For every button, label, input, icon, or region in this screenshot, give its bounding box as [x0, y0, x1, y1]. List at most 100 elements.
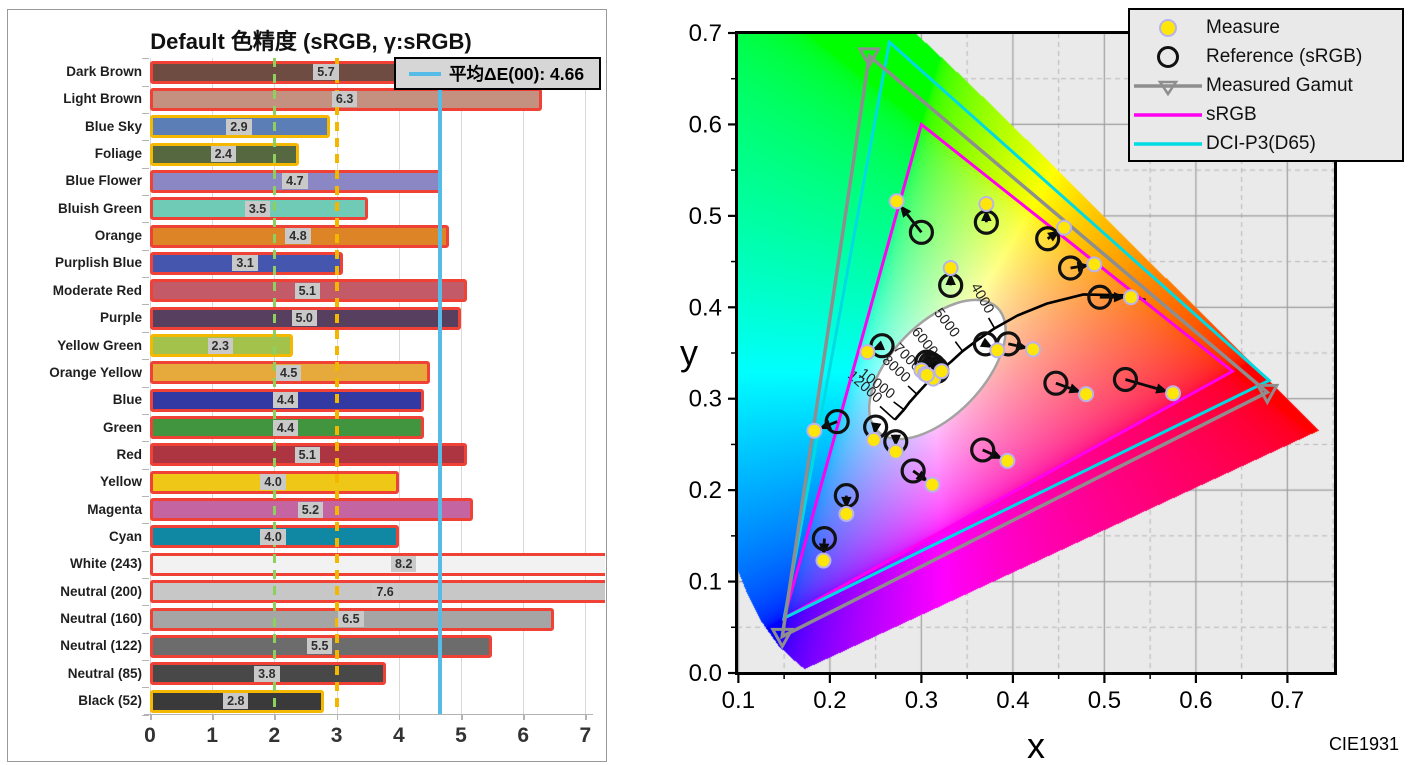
category-axis-tick	[142, 495, 149, 497]
x-tick-label: 0.1	[722, 687, 755, 714]
y-tick-label: 0.4	[689, 294, 722, 321]
category-label: Cyan	[108, 528, 142, 544]
bar-value-label: 2.9	[226, 118, 252, 135]
category-axis-tick	[142, 58, 149, 60]
category-axis-tick	[142, 441, 149, 443]
category-axis-tick	[142, 468, 149, 470]
category-axis-tick	[142, 413, 149, 415]
category-label: Blue Sky	[84, 118, 142, 134]
bar-value-label: 8.2	[391, 556, 417, 573]
x-gridline	[150, 58, 151, 714]
bar-value-label: 5.1	[294, 446, 320, 463]
bar-value-label: 4.8	[285, 228, 311, 245]
category-label: Orange	[94, 228, 142, 244]
cie-standard-label: CIE1931	[1328, 734, 1399, 754]
x-tick-label: 0	[144, 724, 156, 747]
legend-item: Measure	[1130, 13, 1402, 42]
category-axis-tick	[142, 687, 149, 689]
x-axis-tick	[398, 714, 401, 720]
category-label: Neutral (160)	[60, 611, 142, 626]
x-tick-label: 2	[268, 724, 281, 747]
y-tick-label: 0.1	[689, 569, 722, 596]
category-label: Black (52)	[78, 693, 142, 709]
measure-dot-icon	[1130, 15, 1206, 41]
bar-value-label: 6.5	[338, 611, 364, 627]
srgb-line-icon	[1130, 102, 1206, 128]
legend-item-label: sRGB	[1206, 103, 1257, 125]
category-label: Red	[116, 446, 142, 462]
gamut-line-icon	[1130, 73, 1206, 99]
bar-value-label: 5.1	[294, 282, 320, 299]
category-axis-tick	[142, 714, 149, 716]
threshold-line	[272, 58, 277, 714]
x-tick-label: 0.2	[813, 687, 846, 714]
category-axis-tick	[142, 331, 149, 333]
x-tick-label: 1	[206, 724, 219, 747]
x-tick-label: 4	[392, 724, 405, 747]
legend-item: Reference (sRGB)	[1130, 42, 1402, 71]
average-legend: 平均ΔE(00): 4.66	[394, 57, 601, 90]
category-axis-tick	[142, 632, 149, 634]
x-axis-line	[144, 713, 593, 715]
legend-item-label: Measured Gamut	[1206, 74, 1353, 96]
bar-value-label: 3.1	[232, 255, 258, 272]
bar-value-label: 4.7	[282, 173, 308, 190]
cie-legend: Measure Reference (sRGB) Measured Gamut sRG…	[1128, 8, 1404, 162]
bar-plot-area: 0 1 2 3 4 5 6 7 Dark Brown Light Brown Blue Sky Fol…	[8, 10, 608, 763]
x-axis-tick	[336, 714, 339, 720]
bar-chart-title: Default 色精度 (sRGB, γ:sRGB)	[150, 29, 472, 54]
legend-item: DCI-P3(D65)	[1130, 129, 1402, 158]
category-label: Orange Yellow	[49, 364, 142, 380]
x-tick-label: 3	[330, 724, 343, 747]
bar-value-label: 4.0	[260, 528, 286, 545]
x-tick-label: 7	[579, 724, 592, 747]
x-gridline	[398, 58, 400, 714]
category-label: Dark Brown	[66, 64, 142, 79]
category-axis-tick	[142, 550, 149, 552]
ref-circle-icon	[1130, 44, 1206, 70]
category-label: Green	[102, 419, 142, 435]
bar-value-label: 4.4	[272, 419, 299, 436]
category-label: Yellow Green	[57, 337, 142, 353]
bar-value-label: 2.8	[223, 693, 249, 710]
category-label: Yellow	[99, 474, 142, 490]
legend-item: sRGB	[1130, 100, 1402, 129]
category-label: Blue	[112, 392, 142, 408]
category-label: Neutral (122)	[60, 638, 142, 654]
x-tick-label: 5	[455, 724, 467, 747]
category-axis-tick	[142, 359, 149, 361]
category-label: Bluish Green	[57, 200, 142, 216]
category-axis-tick	[142, 577, 149, 579]
x-gridline	[212, 58, 214, 714]
category-label: Purple	[99, 310, 142, 326]
bar-value-label: 3.8	[254, 665, 280, 682]
category-label: Purplish Blue	[54, 255, 142, 271]
category-label: Magenta	[87, 501, 142, 517]
category-axis-tick	[142, 113, 149, 115]
y-tick-label: 0.3	[689, 386, 722, 413]
bar-value-label: 7.6	[372, 583, 398, 600]
category-axis-tick	[142, 195, 149, 197]
legend-item-label: Measure	[1206, 16, 1280, 38]
bar-value-label: 6.3	[331, 91, 358, 108]
bar-value-label: 4.4	[272, 392, 299, 409]
category-label: Foliage	[94, 146, 142, 162]
x-tick-label: 0.4	[996, 687, 1029, 714]
category-label: Neutral (200)	[60, 583, 142, 599]
category-label: Light Brown	[63, 91, 142, 107]
category-axis-tick	[142, 386, 149, 388]
legend-item-label: Reference (sRGB)	[1206, 45, 1363, 67]
bar-value-label: 2.3	[207, 337, 233, 354]
category-axis-tick	[142, 304, 149, 306]
x-tick-label: 0.6	[1179, 687, 1212, 714]
y-tick-label: 0.0	[689, 660, 722, 687]
dci-line-icon	[1130, 131, 1206, 157]
y-axis-label: y	[680, 332, 698, 373]
y-tick-label: 0.2	[689, 477, 722, 504]
x-axis-tick	[523, 714, 525, 720]
category-axis-tick	[142, 85, 149, 87]
x-gridline	[523, 58, 525, 714]
category-label: Neutral (85)	[67, 665, 142, 681]
bar-value-label: 4.0	[260, 474, 286, 491]
